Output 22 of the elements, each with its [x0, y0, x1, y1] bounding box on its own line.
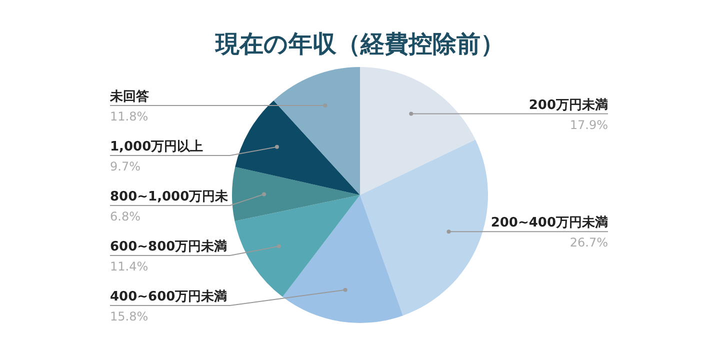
data-label: 17.9%	[570, 118, 608, 132]
slice-label: 400~600万円未満	[110, 290, 228, 305]
slice-label: 800~1,000万円未	[110, 190, 230, 205]
slice-label: 600~800万円未満	[110, 240, 228, 255]
slice-label: 200万円未満	[528, 98, 608, 113]
data-label: 6.8%	[110, 210, 140, 224]
slice-label: 200~400万円未満	[490, 216, 608, 231]
chart-title: 現在の年収（経費控除前）	[214, 30, 504, 58]
pie-slice	[235, 100, 360, 195]
slice-label: 1,000万円以上	[110, 140, 204, 155]
pie-slice	[360, 140, 488, 316]
pie-slice	[232, 166, 360, 222]
data-label: 11.4%	[110, 260, 148, 274]
slice-label: 未回答	[109, 90, 149, 105]
data-label: 15.8%	[110, 310, 148, 324]
pie-slice	[282, 195, 403, 323]
pie-slice	[360, 67, 476, 195]
pie-slice	[274, 67, 360, 195]
pie-slice	[234, 195, 360, 297]
data-label: 26.7%	[570, 236, 608, 250]
data-label: 9.7%	[110, 160, 140, 174]
data-label: 11.8%	[110, 110, 148, 124]
